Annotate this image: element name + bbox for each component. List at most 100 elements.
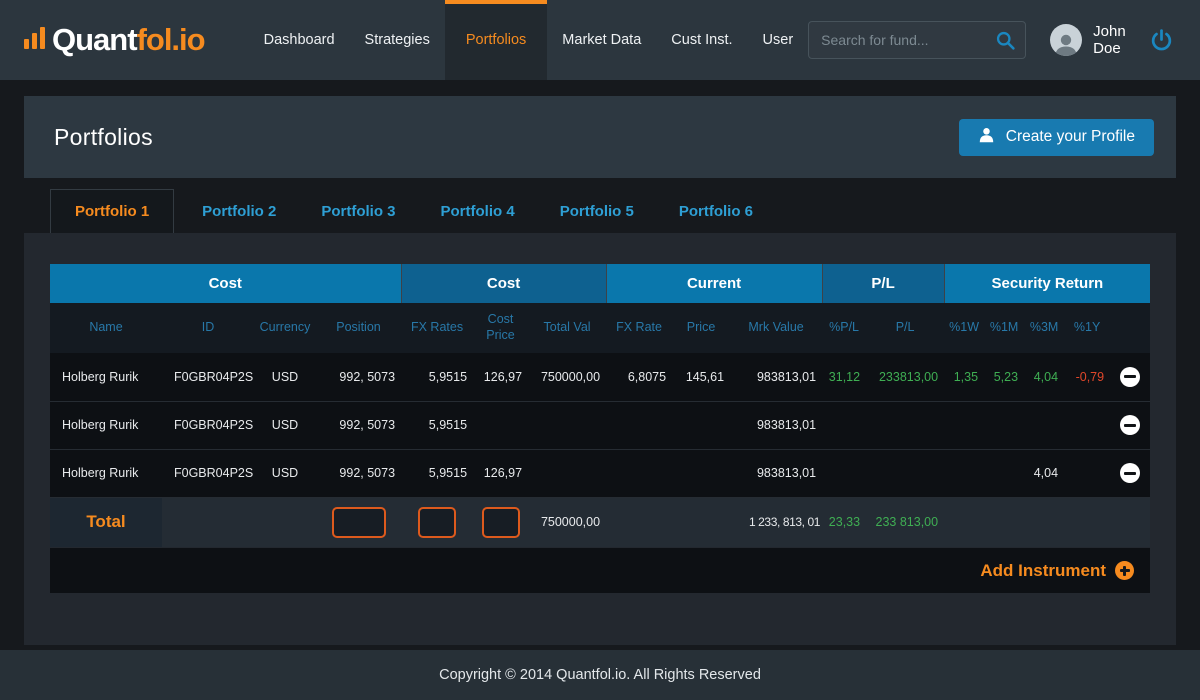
cell-actions bbox=[1110, 449, 1151, 498]
cell-id: F0GBR04P2S bbox=[162, 353, 254, 402]
tab-portfolio-2[interactable]: Portfolio 2 bbox=[202, 202, 277, 220]
col-header-p-l: P/L bbox=[866, 303, 945, 353]
cell-p-l: 233813,00 bbox=[866, 353, 945, 402]
cell-pct-1y bbox=[1064, 401, 1111, 450]
cell-position: 992, 5073 bbox=[316, 353, 402, 402]
col-header-pct-p-l: %P/L bbox=[822, 303, 867, 353]
logo[interactable]: Quantfol.io bbox=[0, 0, 249, 80]
cell-cost-price: 126,97 bbox=[473, 449, 529, 498]
cell-actions bbox=[1110, 401, 1151, 450]
logo-text: Quantfol.io bbox=[52, 22, 206, 58]
cell-mrk-value: 983813,01 bbox=[730, 353, 823, 402]
cell-name: Holberg Rurik bbox=[50, 353, 162, 402]
cell-p-l bbox=[866, 401, 945, 450]
cell-cost-price bbox=[473, 401, 529, 450]
col-header-id: ID bbox=[162, 303, 254, 353]
portfolio-table: Cost Cost Current P/L Security Return Name ID… bbox=[50, 264, 1151, 547]
nav-item-user[interactable]: User bbox=[762, 32, 794, 48]
cell-pct-1w bbox=[944, 449, 985, 498]
logo-text-white: Quant bbox=[52, 22, 138, 57]
tab-portfolio-5[interactable]: Portfolio 5 bbox=[559, 202, 634, 220]
table-body: Holberg Rurik F0GBR04P2S USD 992, 5073 5,951… bbox=[50, 353, 1151, 498]
cell-fx-rate: 6,8075 bbox=[606, 353, 673, 402]
cell-pct-1w: 1,35 bbox=[944, 353, 985, 402]
total-position-input[interactable] bbox=[331, 506, 386, 538]
cell-fx-rate bbox=[606, 401, 673, 450]
col-header-pct-1m: %1M bbox=[984, 303, 1025, 353]
search-input[interactable] bbox=[809, 32, 1039, 48]
search-box bbox=[808, 21, 1039, 59]
total-total-val: 750000,00 bbox=[528, 497, 607, 547]
instrument-row: Holberg Rurik F0GBR04P2S USD 992, 5073 5,951… bbox=[50, 449, 1151, 498]
nav-item-dashboard[interactable]: Dashboard bbox=[263, 32, 335, 48]
col-header-actions bbox=[1110, 303, 1151, 353]
portfolio-tabs: Portfolio 1 Portfolio 2 Portfolio 3 Portfol… bbox=[50, 189, 781, 233]
create-profile-button[interactable]: Create your Profile bbox=[958, 118, 1154, 156]
cell-pct-3m bbox=[1024, 401, 1065, 450]
cell-currency: USD bbox=[254, 353, 316, 402]
cell-mrk-value: 983813,01 bbox=[730, 401, 823, 450]
cell-p-l bbox=[866, 449, 945, 498]
col-header-pct-3m: %3M bbox=[1024, 303, 1065, 353]
top-nav: Quantfol.io Dashboard Strategies Portfolio… bbox=[0, 0, 1200, 80]
column-header-row: Name ID Currency Position FX Rates Cost Price… bbox=[50, 303, 1151, 353]
cell-position: 992, 5073 bbox=[316, 449, 402, 498]
tab-portfolio-6[interactable]: Portfolio 6 bbox=[678, 202, 754, 220]
cell-actions bbox=[1110, 353, 1151, 402]
group-header-security-return: Security Return bbox=[943, 264, 1151, 303]
nav-item-cust-inst[interactable]: Cust Inst. bbox=[671, 32, 733, 48]
instrument-row: Holberg Rurik F0GBR04P2S USD 992, 5073 5,951… bbox=[50, 353, 1151, 402]
create-profile-label: Create your Profile bbox=[1005, 128, 1135, 145]
remove-instrument-button[interactable] bbox=[1120, 463, 1141, 483]
cell-fx-rate bbox=[606, 449, 673, 498]
cell-total-val bbox=[528, 449, 607, 498]
plus-icon[interactable] bbox=[1115, 561, 1134, 580]
footer: Copyright © 2014 Quantfol.io. All Rights… bbox=[0, 650, 1200, 700]
cell-currency: USD bbox=[254, 401, 316, 450]
cell-id: F0GBR04P2S bbox=[162, 401, 254, 450]
nav-item-portfolios[interactable]: Portfolios bbox=[444, 0, 548, 80]
nav-item-strategies[interactable]: Strategies bbox=[364, 32, 430, 48]
cell-price bbox=[672, 401, 731, 450]
tab-portfolio-1[interactable]: Portfolio 1 bbox=[50, 189, 175, 233]
add-instrument-link[interactable]: Add Instrument bbox=[980, 560, 1106, 580]
copyright-text: Copyright © 2014 Quantfol.io. All Rights… bbox=[439, 667, 761, 683]
remove-instrument-button[interactable] bbox=[1120, 366, 1141, 387]
page-header: Portfolios Create your Profile bbox=[24, 96, 1176, 178]
cell-pct-1m: 5,23 bbox=[984, 353, 1025, 402]
cell-pct-p-l bbox=[822, 401, 867, 450]
cell-fx-rates: 5,9515 bbox=[401, 353, 474, 402]
group-header-cost: Cost bbox=[50, 264, 402, 303]
remove-instrument-button[interactable] bbox=[1120, 415, 1141, 435]
cell-price: 145,61 bbox=[672, 353, 731, 402]
cell-cost-price: 126,97 bbox=[473, 353, 529, 402]
avatar[interactable] bbox=[1050, 24, 1083, 56]
cell-currency: USD bbox=[254, 449, 316, 498]
cell-fx-rates: 5,9515 bbox=[401, 401, 474, 450]
cell-pct-p-l bbox=[822, 449, 867, 498]
cell-pct-1m bbox=[984, 449, 1025, 498]
total-fx-rates-input[interactable] bbox=[418, 506, 457, 538]
tab-portfolio-3[interactable]: Portfolio 3 bbox=[321, 202, 396, 220]
col-header-fx-rate: FX Rate bbox=[606, 303, 673, 353]
logo-bars-icon bbox=[24, 27, 45, 52]
total-label: Total bbox=[50, 497, 162, 547]
cell-name: Holberg Rurik bbox=[50, 449, 162, 498]
group-header-cost: Cost bbox=[400, 264, 607, 303]
total-cost-price-input[interactable] bbox=[481, 506, 520, 538]
total-pct-pl: 23,33 bbox=[822, 497, 867, 547]
total-mrk-value: 1 233, 813, 01 bbox=[730, 497, 823, 547]
user-name: John Doe bbox=[1093, 23, 1126, 57]
tab-portfolio-4[interactable]: Portfolio 4 bbox=[440, 202, 515, 220]
col-header-cost-price: Cost Price bbox=[473, 303, 529, 353]
power-icon[interactable] bbox=[1149, 28, 1174, 53]
search-icon[interactable] bbox=[995, 30, 1016, 56]
total-pl: 233 813,00 bbox=[866, 497, 945, 547]
nav-menu: Dashboard Strategies Portfolios Market Data… bbox=[249, 0, 809, 80]
cell-total-val bbox=[528, 401, 607, 450]
user-area: John Doe bbox=[1026, 0, 1200, 80]
col-header-pct-1y: %1Y bbox=[1064, 303, 1111, 353]
cell-position: 992, 5073 bbox=[316, 401, 402, 450]
person-icon bbox=[978, 126, 995, 148]
nav-item-market-data[interactable]: Market Data bbox=[562, 32, 642, 48]
